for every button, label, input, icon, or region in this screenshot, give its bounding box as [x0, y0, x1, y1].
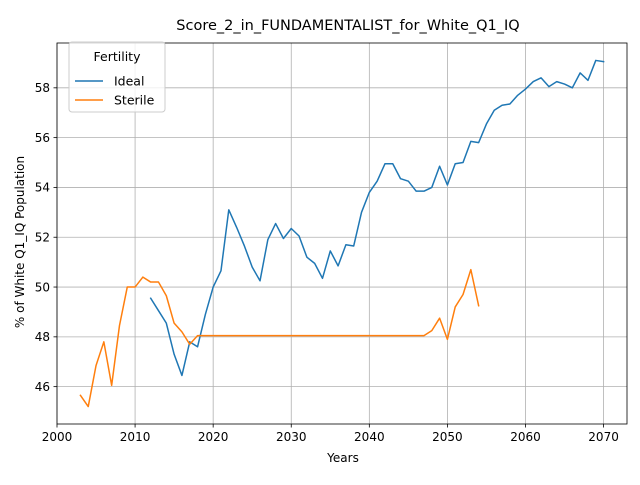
legend: Fertility Ideal Sterile — [68, 41, 166, 113]
legend-title: Fertility — [94, 49, 142, 64]
series-layer — [79, 59, 605, 408]
legend-entries: Ideal Sterile — [75, 74, 155, 108]
x-tick-label: 2010 — [120, 430, 151, 444]
x-axis: 2000 2010 2020 2030 2040 2050 2060 2070 — [42, 424, 619, 444]
y-tick-label: 52 — [35, 231, 50, 245]
x-tick-label: 2030 — [276, 430, 307, 444]
x-tick-label: 2020 — [198, 430, 229, 444]
x-axis-label: Years — [326, 451, 359, 465]
x-tick-label: 2050 — [432, 430, 463, 444]
x-tick-label: 2070 — [588, 430, 619, 444]
legend-box — [68, 41, 166, 113]
chart-title: Score_2_in_FUNDAMENTALIST_for_White_Q1_I… — [176, 18, 519, 34]
y-tick-label: 48 — [35, 330, 50, 344]
x-tick-label: 2040 — [354, 430, 385, 444]
y-axis: 46 48 50 52 54 56 58 — [35, 81, 57, 394]
series-line-ideal — [149, 59, 605, 377]
legend-label-ideal: Ideal — [114, 74, 144, 89]
legend-label-sterile: Sterile — [114, 93, 155, 108]
y-tick-label: 54 — [35, 181, 50, 195]
y-tick-label: 56 — [35, 131, 50, 145]
x-tick-label: 2060 — [510, 430, 541, 444]
y-axis-label: % of White Q1_IQ Population — [13, 156, 27, 328]
y-tick-label: 50 — [35, 280, 50, 294]
plot-frame — [56, 42, 628, 425]
grid — [56, 43, 627, 424]
series-line-sterile — [79, 268, 480, 408]
x-tick-label: 2000 — [42, 430, 73, 444]
y-tick-label: 46 — [35, 380, 50, 394]
y-tick-label: 58 — [35, 81, 50, 95]
